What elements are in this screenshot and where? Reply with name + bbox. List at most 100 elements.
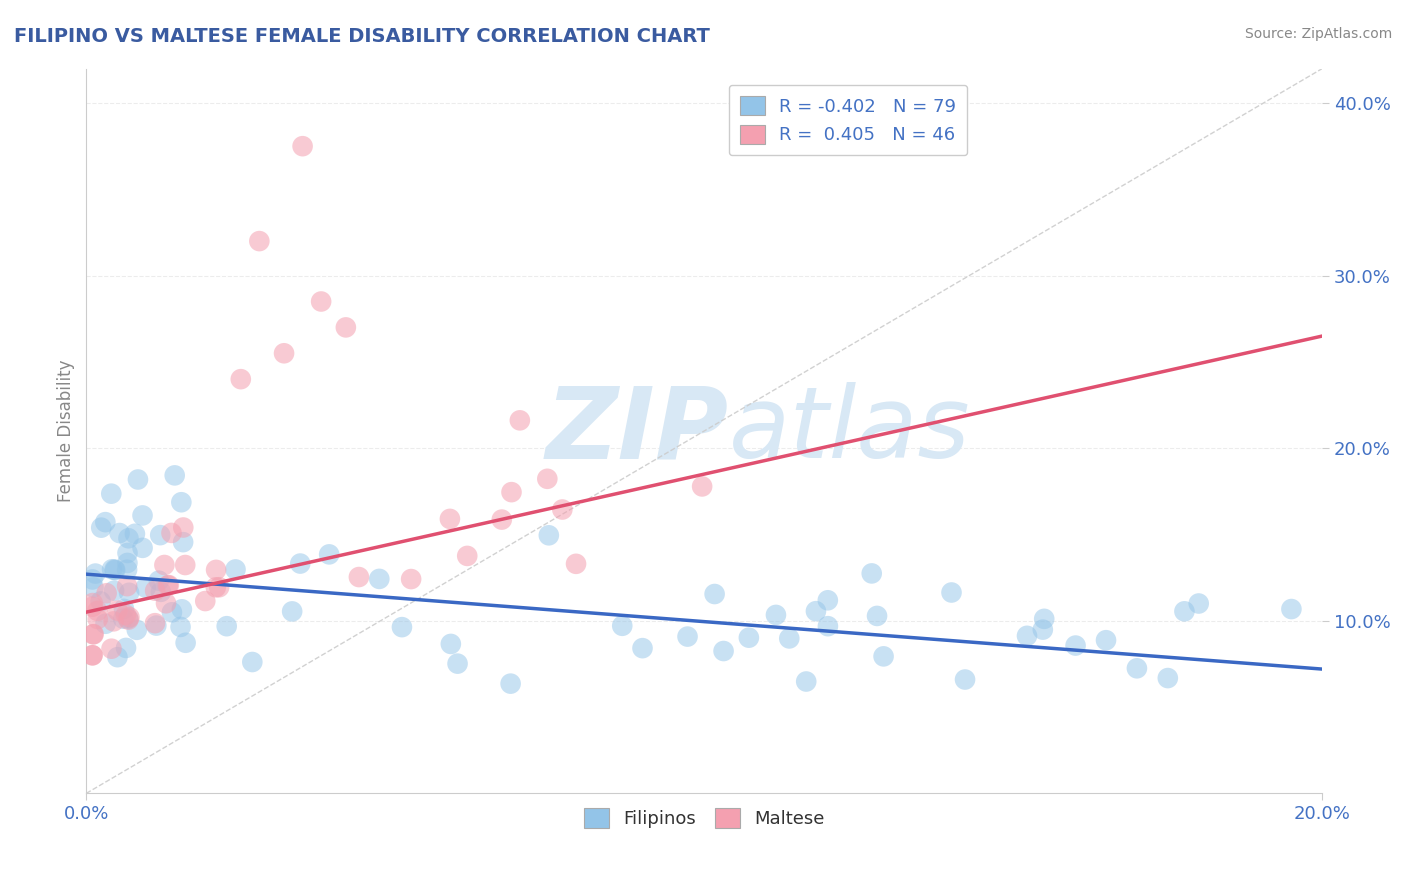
Point [804,604,827,618]
Point [82,627,104,641]
Point [953,673,976,687]
Point [247,234,270,248]
Point [172,535,194,549]
Point [318,547,340,561]
Point [82,599,104,614]
Point [112,602,135,616]
Point [100,641,122,656]
Point [290,557,312,571]
Point [565,557,588,571]
Point [368,572,391,586]
Point [612,619,634,633]
Point [172,520,194,534]
Point [153,558,176,572]
Point [86,604,108,618]
Point [115,579,138,593]
Point [291,139,314,153]
Point [1188,597,1211,611]
Point [156,578,179,592]
Point [817,593,839,607]
Point [335,320,357,334]
Point [491,513,513,527]
Point [174,558,197,572]
Point [208,580,231,594]
Point [149,585,172,599]
Point [204,580,226,594]
Point [82,581,104,595]
Point [551,502,574,516]
Point [149,528,172,542]
Point [94,515,117,529]
Point [117,613,139,627]
Point [157,578,180,592]
Point [83,627,105,641]
Point [82,648,104,663]
Text: Source: ZipAtlas.com: Source: ZipAtlas.com [1244,27,1392,41]
Point [240,655,263,669]
Point [1095,633,1118,648]
Point [82,596,104,610]
Point [399,572,422,586]
Point [941,585,963,599]
Point [107,604,129,618]
Point [347,570,370,584]
Point [778,632,800,646]
Point [118,586,141,600]
Point [174,636,197,650]
Point [866,608,889,623]
Point [86,612,108,626]
Point [117,546,139,560]
Point [281,604,304,618]
Text: ZIP: ZIP [546,383,730,479]
Text: atlas: atlas [730,383,970,479]
Point [143,616,166,631]
Point [117,531,139,545]
Point [794,674,817,689]
Point [713,644,735,658]
Point [90,594,112,608]
Point [1033,612,1056,626]
Text: FILIPINO VS MALTESE FEMALE DISABILITY CORRELATION CHART: FILIPINO VS MALTESE FEMALE DISABILITY CO… [14,27,710,45]
Point [107,650,129,665]
Point [124,526,146,541]
Point [456,549,478,563]
Point [148,574,170,588]
Point [143,583,166,598]
Point [104,562,127,576]
Point [112,612,135,626]
Point [1032,623,1054,637]
Point [100,486,122,500]
Point [170,495,193,509]
Point [1157,671,1180,685]
Point [103,615,125,629]
Legend: Filipinos, Maltese: Filipinos, Maltese [576,801,832,835]
Point [131,541,153,555]
Point [1173,604,1195,618]
Point [101,562,124,576]
Point [703,587,725,601]
Point [131,508,153,523]
Point [118,610,141,624]
Point [309,294,332,309]
Point [103,583,125,598]
Point [215,619,238,633]
Point [446,657,468,671]
Point [537,528,560,542]
Point [115,563,138,577]
Point [169,620,191,634]
Point [391,620,413,634]
Y-axis label: Female Disability: Female Disability [58,359,75,502]
Point [439,512,461,526]
Point [501,485,523,500]
Point [1281,602,1303,616]
Point [145,618,167,632]
Point [817,619,839,633]
Point [872,649,894,664]
Point [96,586,118,600]
Point [108,526,131,541]
Point [1064,639,1087,653]
Point [163,468,186,483]
Point [860,566,883,581]
Point [115,607,138,622]
Point [104,563,127,577]
